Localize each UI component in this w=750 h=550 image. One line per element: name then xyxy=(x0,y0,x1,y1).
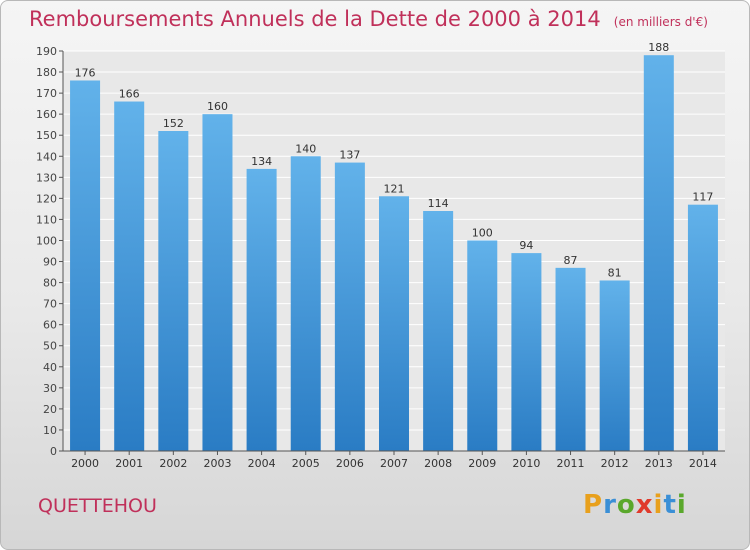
y-tick-label: 40 xyxy=(43,361,57,374)
logo-letter: i xyxy=(653,490,664,520)
bar-2011 xyxy=(555,267,586,451)
y-tick-label: 50 xyxy=(43,340,57,353)
y-tick-label: 120 xyxy=(36,192,57,205)
bar-2007 xyxy=(378,196,410,451)
bar-2002 xyxy=(158,131,189,451)
x-tick-label-2011: 2011 xyxy=(557,457,585,470)
x-tick-label-2014: 2014 xyxy=(689,457,717,470)
data-label-2011: 87 xyxy=(564,254,578,267)
bar-2008 xyxy=(423,211,454,451)
y-tick-label: 20 xyxy=(43,403,57,416)
data-label-2007: 121 xyxy=(384,182,405,195)
y-tick-label: 0 xyxy=(50,445,57,458)
chart-title: Remboursements Annuels de la Dette de 20… xyxy=(29,7,601,31)
bar-2005 xyxy=(290,156,321,451)
y-tick-label: 110 xyxy=(36,213,57,226)
logo-letter: r xyxy=(603,490,617,520)
x-tick-label-2008: 2008 xyxy=(424,457,452,470)
data-label-2004: 134 xyxy=(251,155,272,168)
y-tick-label: 10 xyxy=(43,424,57,437)
x-tick-label-2009: 2009 xyxy=(468,457,496,470)
bar-2000 xyxy=(70,80,101,451)
bar-2004 xyxy=(246,168,277,452)
logo-letter: t xyxy=(663,490,677,520)
y-tick-label: 100 xyxy=(36,234,57,247)
bar-2013 xyxy=(643,55,674,452)
data-label-2006: 137 xyxy=(339,149,360,162)
x-tick-label-2013: 2013 xyxy=(645,457,673,470)
proxiti-logo: Proxiti xyxy=(583,490,687,520)
y-tick-label: 160 xyxy=(36,108,57,121)
data-label-2002: 152 xyxy=(163,117,184,130)
x-tick-label-2002: 2002 xyxy=(159,457,187,470)
x-tick-label-2007: 2007 xyxy=(380,457,408,470)
y-tick-label: 190 xyxy=(36,45,57,58)
y-tick-label: 60 xyxy=(43,319,57,332)
data-label-2014: 117 xyxy=(692,191,713,204)
x-tick-label-2005: 2005 xyxy=(292,457,320,470)
y-tick-label: 150 xyxy=(36,129,57,142)
x-tick-label-2004: 2004 xyxy=(248,457,276,470)
y-tick-label: 70 xyxy=(43,298,57,311)
x-tick-label-2006: 2006 xyxy=(336,457,364,470)
data-label-2003: 160 xyxy=(207,100,228,113)
data-label-2012: 81 xyxy=(608,266,622,279)
y-tick-label: 170 xyxy=(36,87,57,100)
y-tick-label: 140 xyxy=(36,150,57,163)
data-label-2010: 94 xyxy=(519,239,533,252)
bar-2009 xyxy=(467,240,498,451)
bar-2012 xyxy=(599,280,630,451)
title-row: Remboursements Annuels de la Dette de 20… xyxy=(29,7,708,31)
y-tick-label: 90 xyxy=(43,256,57,269)
y-tick-label: 30 xyxy=(43,382,57,395)
bar-2001 xyxy=(114,101,145,452)
data-label-2009: 100 xyxy=(472,226,493,239)
bar-2006 xyxy=(334,162,365,451)
logo-letter: o xyxy=(616,490,636,520)
bar-2010 xyxy=(511,253,542,451)
x-tick-label-2003: 2003 xyxy=(203,457,231,470)
y-tick-label: 80 xyxy=(43,277,57,290)
y-tick-label: 180 xyxy=(36,66,57,79)
bar-2003 xyxy=(202,114,233,451)
data-label-2008: 114 xyxy=(428,197,449,210)
logo-letter: i xyxy=(676,490,687,520)
bar-2014 xyxy=(687,204,718,451)
chart-subtitle: (en milliers d'€) xyxy=(613,15,708,29)
logo-letter: P xyxy=(583,490,604,520)
data-label-2001: 166 xyxy=(119,88,140,101)
data-label-2005: 140 xyxy=(295,142,316,155)
x-tick-label-2010: 2010 xyxy=(512,457,540,470)
data-label-2013: 188 xyxy=(648,41,669,54)
y-tick-label: 130 xyxy=(36,171,57,184)
commune-name: QUETTEHOU xyxy=(38,495,157,517)
logo-letter: x xyxy=(635,490,654,520)
x-tick-label-2001: 2001 xyxy=(115,457,143,470)
data-label-2000: 176 xyxy=(75,66,96,79)
x-tick-label-2000: 2000 xyxy=(71,457,99,470)
x-tick-label-2012: 2012 xyxy=(601,457,629,470)
